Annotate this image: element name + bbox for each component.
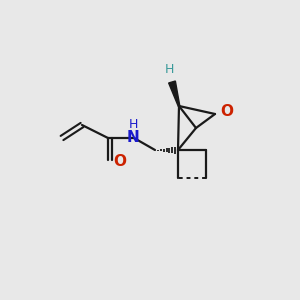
Polygon shape bbox=[169, 81, 180, 106]
Text: O: O bbox=[220, 104, 233, 119]
Text: H: H bbox=[164, 63, 174, 76]
Text: N: N bbox=[127, 130, 140, 145]
Text: O: O bbox=[113, 154, 126, 169]
Text: H: H bbox=[128, 118, 138, 131]
